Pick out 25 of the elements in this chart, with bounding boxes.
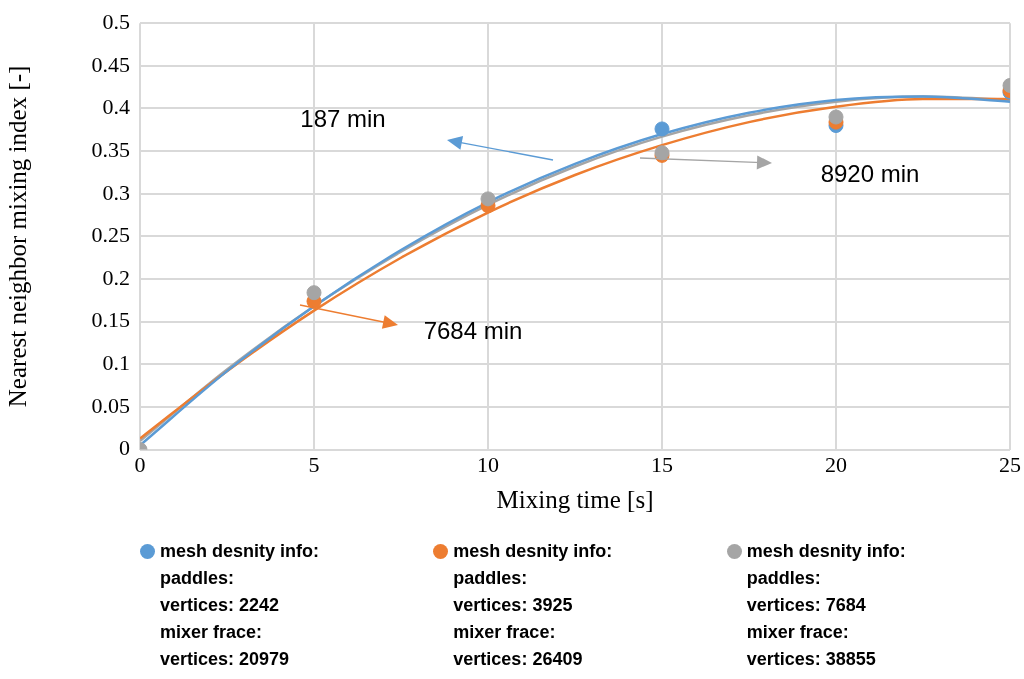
y-tick-label: 0.1 <box>102 350 130 376</box>
y-tick-label: 0.45 <box>91 51 130 77</box>
x-tick-label: 10 <box>477 451 499 477</box>
y-tick-label: 0 <box>119 435 130 461</box>
annotation: 7684 min <box>423 316 523 344</box>
y-tick-label: 0.15 <box>91 307 130 333</box>
x-tick-label: 15 <box>651 451 673 477</box>
legend-label: mesh desnity info: paddles: vertices: 2242 mixer frace: vertices: 20979 <box>160 540 320 671</box>
x-tick-label: 5 <box>308 451 320 477</box>
y-axis-title: Nearest neighbor mixing index [-] <box>3 65 31 408</box>
y-tick-label: 0.2 <box>102 264 130 290</box>
y-tick-label: 0.35 <box>91 136 130 162</box>
y-tick-label: 0.5 <box>102 8 130 34</box>
legend-label: mesh desnity info: paddles: vertices: 7684 mixer frace: vertices: 38855 <box>746 540 906 671</box>
x-tick-label: 25 <box>999 451 1021 477</box>
x-tick-label: 0 <box>134 451 146 477</box>
y-tick-label: 0.4 <box>102 94 130 120</box>
annotation: 187 min <box>300 104 386 132</box>
y-tick-label: 0.3 <box>102 179 130 205</box>
x-axis-title: Mixing time [s] <box>496 485 654 513</box>
y-tick-label: 0.25 <box>91 222 130 248</box>
legend-label: mesh desnity info: paddles: vertices: 3925 mixer frace: vertices: 26409 <box>453 540 613 671</box>
x-tick-label: 20 <box>825 451 847 477</box>
y-tick-label: 0.05 <box>91 392 130 418</box>
annotation: 8920 min <box>820 159 920 187</box>
